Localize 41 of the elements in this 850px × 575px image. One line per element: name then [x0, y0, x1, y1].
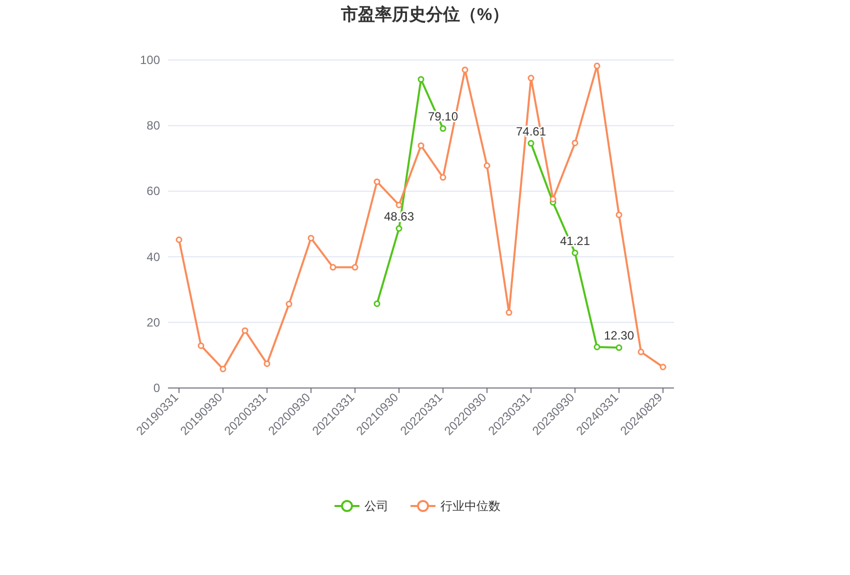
- point: [198, 342, 204, 349]
- point: [440, 174, 446, 181]
- y-tick-label: 60: [146, 184, 160, 198]
- point: [616, 212, 622, 218]
- point: [242, 327, 248, 334]
- point: [594, 62, 600, 70]
- point: [264, 360, 270, 367]
- point: [484, 162, 490, 169]
- point: [440, 125, 446, 132]
- point: [374, 300, 380, 307]
- point: [330, 264, 336, 271]
- point: [660, 364, 666, 370]
- point: [286, 300, 292, 308]
- y-tick-label: 0: [153, 381, 160, 395]
- point: [396, 225, 402, 232]
- point: [506, 309, 512, 316]
- data-label: 12.30: [604, 328, 634, 343]
- point: [616, 344, 622, 351]
- point: [528, 140, 534, 147]
- point: [220, 366, 226, 372]
- point: [550, 196, 556, 202]
- chart-title: 市盈率历史分位（%）: [340, 5, 510, 24]
- point: [638, 348, 644, 356]
- point: [352, 264, 358, 271]
- point: [594, 344, 600, 350]
- point: [308, 234, 314, 242]
- y-tick-label: 100: [140, 53, 160, 67]
- point: [396, 202, 402, 208]
- y-tick-label: 40: [146, 250, 160, 264]
- point: [462, 66, 468, 74]
- y-tick-label: 20: [146, 315, 160, 330]
- point: [572, 250, 578, 256]
- y-tick-label: 80: [146, 118, 160, 133]
- legend-label: 行业中位数: [440, 499, 500, 513]
- legend-label: 公司: [364, 499, 388, 513]
- point: [374, 178, 380, 185]
- point: [176, 236, 182, 243]
- point: [572, 140, 578, 146]
- point: [418, 142, 424, 149]
- point: [528, 74, 534, 82]
- point: [418, 76, 424, 83]
